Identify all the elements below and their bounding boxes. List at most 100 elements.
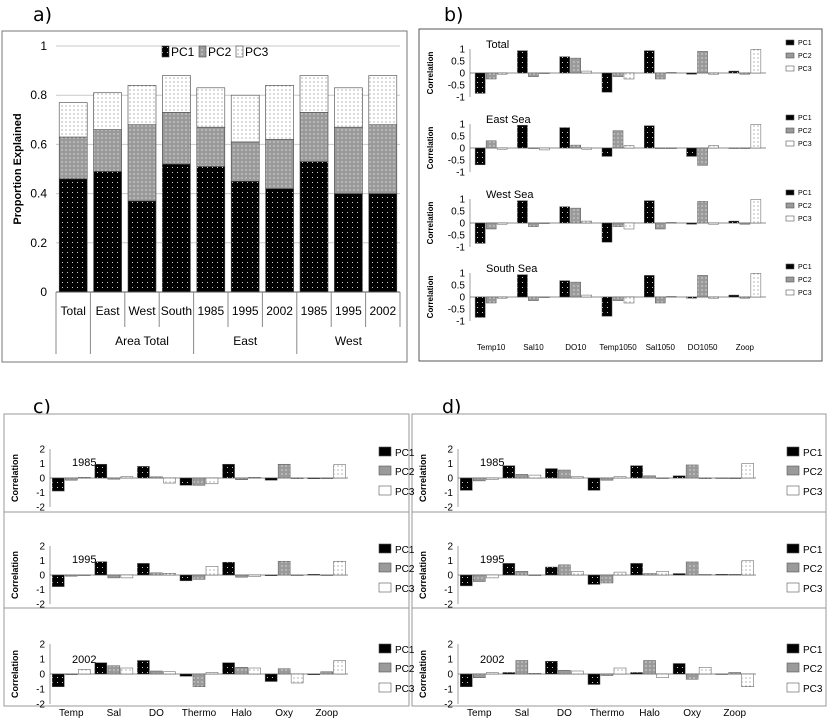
panel-c-sub1-legend-swatch — [378, 465, 392, 476]
panel-c-sub3-bar-pc3 — [163, 671, 176, 675]
panel-a-xtick-label: West — [128, 304, 156, 318]
panel-b-sub2-bar-pc1 — [559, 127, 570, 149]
panel-d-sub1-bar-pc2 — [643, 475, 656, 479]
panel-b-sub3-legend-label: PC1 — [798, 190, 812, 197]
panel-b-sub2-ytick-label: 1 — [459, 120, 465, 131]
panel-b-sub2-bar-pc1 — [644, 125, 655, 149]
panel-b-sub1-legend-swatch — [785, 65, 795, 72]
panel-b-sub1-bar-pc1 — [644, 50, 655, 74]
panel-c-sub3-bar-pc2 — [235, 667, 248, 675]
panel-d-sub3-bar-pc2 — [643, 660, 656, 675]
panel-d-sub1-bar-pc3 — [741, 463, 754, 479]
panel-c-sub1-bar-pc3 — [78, 477, 91, 479]
panel-a-bar-pc2 — [196, 126, 226, 167]
panel-b-xtick-label: Sal1050 — [646, 343, 676, 352]
panel-c-sub3-ylabel: Correlation — [10, 650, 20, 698]
panel-c-sub1-title: 1985 — [72, 457, 96, 469]
panel-b-sub3-bar-pc2 — [612, 222, 624, 227]
panel-b-sub4-legend-label: PC1 — [798, 264, 812, 271]
panel-c-sub3-bar-pc2 — [150, 670, 163, 675]
panel-b-xtick-label: Sal10 — [523, 343, 544, 352]
panel-d-sub1-ytick-label: -1 — [444, 488, 453, 499]
panel-a-legend-label: PC1 — [171, 45, 195, 59]
panel-label-d: d) — [442, 396, 462, 418]
panel-b-sub1-ytick-label: -0.5 — [448, 81, 466, 92]
panel-d-sub2-ylabel: Correlation — [418, 551, 428, 599]
panel-d-sub2-bar-pc2 — [473, 574, 486, 582]
panel-a-bar-pc1 — [334, 193, 363, 293]
panel-b-sub1-bar-pc3 — [496, 72, 508, 75]
panel-a-legend-label: PC3 — [245, 45, 269, 59]
panel-b-sub2-bar-pc2 — [570, 144, 581, 149]
panel-b-sub2-bar-pc1 — [601, 147, 613, 157]
panel-c-sub1-legend-label: PC2 — [395, 467, 415, 478]
panel-a-legend-swatch — [235, 45, 244, 58]
panel-b-sub4-bar-pc1 — [728, 294, 740, 298]
panel-b-sub4-bar-pc2 — [570, 281, 581, 298]
panel-d-frame — [411, 413, 827, 707]
panel-b-sub1-ytick-label: 1 — [459, 45, 465, 56]
panel-b-sub4-ytick-label: -0.5 — [448, 305, 466, 316]
panel-d-sub2-bar-pc3 — [656, 571, 669, 576]
panel-c-sub3-bar-pc2 — [277, 668, 291, 675]
panel-c-sub3-bar-pc2 — [65, 673, 78, 675]
panel-a-legend-swatch — [161, 45, 170, 58]
panel-c-sub3-bar-pc2 — [107, 665, 121, 675]
panel-c-sub2-bar-pc3 — [205, 566, 219, 576]
panel-c-sub2-legend-swatch — [378, 543, 392, 554]
panel-d-sub2-bar-pc1 — [502, 563, 516, 576]
panel-d-sub3-bar-pc3 — [698, 667, 712, 675]
panel-d-sub1-legend-label: PC1 — [803, 448, 823, 459]
panel-c-sub1-bar-pc3 — [163, 477, 176, 484]
panel-c-sub2-legend-label: PC3 — [395, 584, 415, 595]
panel-d-sub1-bar-pc2 — [515, 474, 529, 479]
panel-c-sub3-legend-label: PC2 — [395, 664, 415, 675]
panel-c-sub3-bar-pc3 — [205, 672, 219, 675]
panel-b-sub2-legend-label: PC1 — [798, 115, 812, 122]
panel-c-sub2-bar-pc2 — [192, 574, 206, 580]
panel-b-sub1-legend-label: PC3 — [798, 66, 812, 73]
panel-b-sub3-ytick-label: 0 — [459, 219, 465, 230]
panel-d-sub3-legend-swatch — [786, 643, 800, 654]
panel-d-sub3-bar-pc3 — [656, 673, 669, 678]
panel-b-sub1-bar-pc2 — [570, 57, 581, 74]
panel-b-sub4-bar-pc1 — [686, 296, 697, 299]
panel-c-sub3-legend-swatch — [378, 662, 392, 673]
panel-b-sub2-bar-pc3 — [539, 147, 550, 151]
panel-d-sub3-ylabel: Correlation — [418, 650, 428, 698]
panel-d-sub3-bar-pc2 — [600, 673, 614, 676]
panel-b-sub4-bar-pc2 — [697, 275, 708, 298]
panel-c-sub1-bar-pc2 — [107, 477, 121, 480]
panel-a-bar-pc2 — [93, 129, 122, 172]
panel-c-sub1-bar-pc1 — [94, 463, 108, 479]
panel-d-xtick-label: Sal — [515, 708, 529, 719]
panel-a-bar-pc3 — [127, 85, 157, 126]
panel-b-sub2-bar-pc2 — [655, 147, 666, 149]
panel-b-sub1-legend-swatch — [785, 52, 795, 59]
panel-a-bar-pc1 — [93, 171, 122, 293]
panel-a-bar-pc1 — [265, 188, 294, 293]
panel-b-sub3-legend-swatch — [785, 215, 795, 222]
panel-c-sub2-bar-pc2 — [65, 574, 78, 577]
panel-c-sub2-ytick-label: -2 — [36, 600, 45, 611]
panel-a-xtick-label: 2002 — [369, 304, 396, 318]
panel-a-bar-pc2 — [368, 124, 398, 194]
panel-b-sub4-legend-swatch — [785, 263, 795, 270]
panel-b-sub2-bar-pc3 — [708, 145, 719, 149]
panel-a-xtick-label: 1985 — [197, 304, 224, 318]
panel-c-sub2-bar-pc1 — [307, 574, 320, 576]
panel-b-sub1-bar-pc2 — [485, 72, 497, 80]
panel-a-xtick-label: Total — [61, 304, 86, 318]
panel-b-sub2-legend-label: PC2 — [798, 128, 812, 135]
panel-c-sub3-bar-pc2 — [320, 671, 333, 675]
panel-b-sub4-ytick-label: 0 — [459, 293, 465, 304]
panel-b-sub4-bar-pc3 — [539, 296, 550, 298]
panel-c-sub1-bar-pc2 — [277, 463, 291, 479]
panel-b-sub1-bar-pc2 — [739, 72, 751, 75]
panel-d-sub3-legend-swatch — [786, 682, 800, 693]
panel-b-sub1-bar-pc2 — [655, 72, 666, 80]
panel-c-sub1-legend-label: PC3 — [395, 487, 415, 498]
panel-b-xtick-label: Temp1050 — [599, 343, 637, 352]
panel-a-bar-pc3 — [162, 75, 191, 113]
panel-d-sub3-ytick-label: -2 — [444, 700, 453, 711]
